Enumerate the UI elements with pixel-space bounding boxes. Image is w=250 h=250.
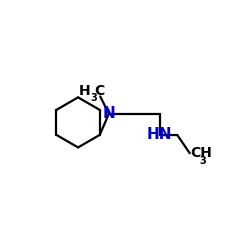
- Text: C: C: [94, 84, 104, 98]
- Text: CH: CH: [191, 146, 212, 160]
- Text: N: N: [102, 106, 115, 121]
- Text: H: H: [78, 84, 90, 98]
- Text: 3: 3: [199, 156, 206, 166]
- Text: HN: HN: [146, 128, 172, 142]
- Text: 3: 3: [90, 93, 97, 103]
